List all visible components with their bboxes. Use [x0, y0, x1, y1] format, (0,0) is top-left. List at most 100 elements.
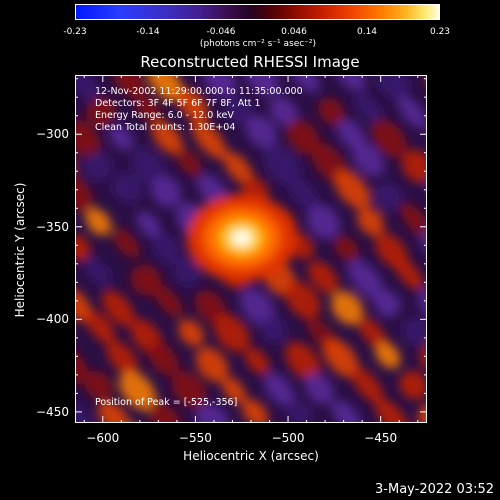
colorbar	[75, 4, 440, 20]
emission-blob	[334, 235, 359, 262]
emission-blob	[286, 119, 320, 155]
emission-blob	[331, 291, 364, 325]
emission-blob	[75, 344, 89, 384]
emission-blob	[194, 290, 227, 325]
x-axis-label: Heliocentric X (arcsec)	[183, 449, 319, 463]
emission-blob	[318, 97, 346, 126]
emission-blob	[306, 204, 340, 240]
colorbar-tick-label: 0.14	[356, 27, 378, 37]
emission-blob	[399, 370, 427, 400]
emission-blob	[357, 207, 385, 236]
emission-blob	[418, 403, 427, 423]
annotation-detectors: Detectors: 3F 4F 5F 6F 7F 8F, Att 1	[95, 98, 261, 109]
emission-blob	[285, 341, 322, 381]
emission-blob	[135, 94, 162, 123]
y-tick-label: −450	[36, 404, 69, 419]
emission-blob	[245, 115, 278, 149]
emission-blob	[106, 340, 139, 376]
annotation-energy-range: Energy Range: 6.0 - 12.0 keV	[95, 110, 234, 121]
annotation-total-counts: Clean Total counts: 1.30E+04	[95, 122, 236, 133]
emission-blob	[375, 341, 401, 369]
emission-blob	[151, 120, 184, 155]
emission-blob	[401, 149, 427, 183]
axis-ticks	[75, 75, 427, 423]
emission-blob	[376, 75, 410, 100]
emission-blob	[304, 372, 334, 405]
emission-blob	[150, 175, 182, 208]
annotation-time-range: 12-Nov-2002 11:29:00.000 to 11:35:00.000	[95, 86, 303, 97]
heatmap-plot	[75, 75, 427, 423]
y-tick-label: −300	[36, 127, 69, 142]
emission-blob	[371, 119, 408, 158]
emission-blob	[152, 233, 182, 264]
emission-blob	[397, 95, 427, 129]
emission-blob	[264, 372, 295, 407]
timestamp: 3-May-2022 03:52	[375, 482, 494, 497]
emission-blob	[374, 290, 401, 318]
emission-blob	[109, 124, 134, 151]
emission-blob	[177, 149, 202, 177]
colorbar-tick-label: -0.14	[136, 27, 160, 37]
emission-blob	[98, 400, 131, 423]
emission-blob	[354, 91, 383, 124]
x-tick-label: −600	[86, 431, 120, 445]
emission-blob	[130, 147, 167, 186]
emission-blob	[148, 342, 179, 376]
x-tick-label: −550	[178, 431, 212, 445]
emission-blob	[75, 286, 93, 323]
emission-blob	[263, 145, 302, 186]
emission-blob	[82, 151, 113, 182]
emission-blob	[241, 398, 269, 423]
emission-blob	[75, 234, 91, 262]
emission-blob	[153, 284, 183, 318]
colorbar-tick-label: -0.046	[206, 27, 236, 37]
emission-blob	[347, 259, 384, 300]
chart-title: Reconstructed RHESSI Image	[140, 53, 360, 71]
emission-blob	[323, 338, 359, 378]
emission-blob	[213, 313, 250, 353]
emission-blob	[136, 210, 162, 239]
emission-blob	[86, 97, 116, 127]
emission-blob	[83, 255, 111, 287]
emission-blob	[269, 96, 299, 127]
emission-blob	[223, 151, 254, 186]
x-tick-label: −500	[271, 431, 305, 445]
emission-blob	[101, 290, 135, 327]
emission-blob	[239, 288, 276, 327]
emission-blob	[191, 120, 227, 160]
emission-blob	[307, 260, 339, 295]
emission-blob	[287, 175, 321, 213]
emission-blob	[331, 400, 362, 423]
emission-blob	[112, 228, 140, 258]
emission-blob	[351, 367, 384, 404]
emission-blob	[147, 75, 184, 102]
y-axis-label: Heliocentric Y (arcsec)	[13, 182, 27, 318]
emission-blob	[374, 398, 410, 423]
y-tick-label: −400	[36, 312, 69, 327]
emission-blob	[285, 281, 321, 319]
emission-blob	[195, 346, 229, 383]
emission-blob	[374, 182, 403, 211]
emission-blob	[172, 257, 200, 286]
emission-blob	[148, 402, 183, 423]
emission-blob	[225, 96, 253, 126]
colorbar-tick-label: -0.23	[63, 27, 87, 37]
emission-blob	[171, 370, 207, 409]
emission-blob	[75, 173, 94, 213]
colorbar-unit: (photons cm⁻² s⁻¹ asec⁻²)	[199, 39, 317, 49]
emission-blob	[222, 377, 247, 404]
emission-field	[75, 75, 427, 423]
emission-blob	[177, 88, 209, 123]
emission-blob	[195, 403, 230, 423]
emission-blob	[260, 315, 287, 343]
emission-blob	[178, 319, 205, 347]
colorbar-tick-label: 0.046	[281, 27, 307, 37]
emission-blob	[334, 169, 371, 210]
emission-blob	[112, 171, 144, 204]
emission-blob	[337, 118, 366, 149]
y-tick-label: −350	[36, 219, 69, 234]
emission-blob	[75, 75, 100, 102]
peak-emission	[233, 231, 250, 245]
emission-blob	[75, 119, 102, 159]
emission-blob	[203, 75, 237, 98]
